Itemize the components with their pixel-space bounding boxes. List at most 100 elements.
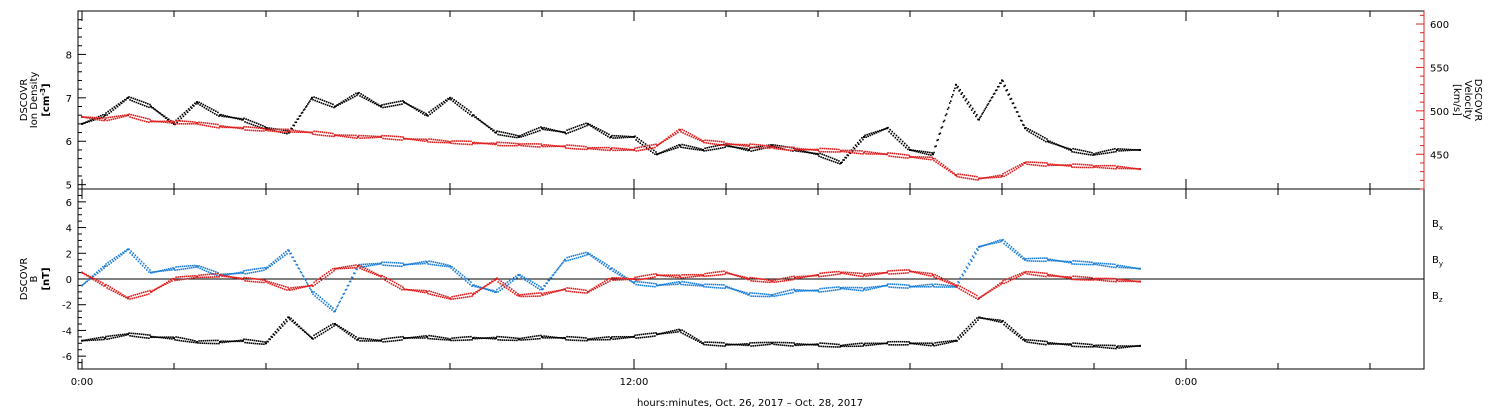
density-sample xyxy=(225,116,228,118)
velocity-sample xyxy=(647,147,650,150)
bx-sample xyxy=(843,345,845,348)
density-sample xyxy=(1005,89,1007,92)
bx-sample xyxy=(683,330,685,333)
velocity-sample xyxy=(744,143,746,146)
bx-sample xyxy=(692,338,695,340)
bx-sample xyxy=(623,335,626,338)
bz-sample xyxy=(843,272,845,275)
bz-sample xyxy=(385,277,388,279)
bx-sample xyxy=(430,335,432,337)
bz-point xyxy=(357,265,359,268)
density-sample xyxy=(264,125,266,128)
velocity-sample xyxy=(938,161,941,163)
bz-sample xyxy=(484,285,487,287)
by-sample xyxy=(475,285,477,287)
bz-sample xyxy=(778,278,781,280)
velocity-sample xyxy=(795,149,797,151)
density-sample xyxy=(185,109,188,112)
density-sample xyxy=(600,131,603,134)
bx-sample xyxy=(588,338,590,341)
by-sample xyxy=(763,293,766,295)
velocity-point xyxy=(150,120,152,123)
bx-sample xyxy=(368,338,371,340)
by-sample xyxy=(522,277,524,280)
bx-sample xyxy=(252,342,255,345)
density-point xyxy=(242,118,244,121)
by-point xyxy=(771,294,773,297)
density-sample xyxy=(1109,148,1112,151)
density-sample xyxy=(163,115,166,118)
by-sample xyxy=(511,280,514,282)
density-sample xyxy=(1074,148,1076,150)
by-sample xyxy=(663,283,666,286)
velocity-point xyxy=(472,141,474,144)
bx-point xyxy=(288,316,290,319)
bx-sample xyxy=(558,337,561,339)
by-sample xyxy=(553,272,556,274)
bz-sample xyxy=(730,273,733,275)
velocity-sample xyxy=(594,148,597,151)
bx-sample xyxy=(271,336,274,338)
by-sample xyxy=(642,281,645,284)
x-tick-label: 0:00 xyxy=(1175,377,1197,388)
velocity-sample xyxy=(865,152,867,155)
bx-sample xyxy=(304,331,307,334)
velocity-sample xyxy=(838,148,840,151)
by-sample xyxy=(135,258,138,261)
bz-sample xyxy=(175,276,177,279)
by-sample xyxy=(695,283,698,285)
by-sample xyxy=(744,291,746,294)
bz-sample xyxy=(1026,273,1028,275)
velocity-sample xyxy=(609,149,611,152)
bz-point xyxy=(978,297,980,300)
bx-sample xyxy=(117,334,120,336)
bx-sample xyxy=(566,335,568,338)
velocity-sample xyxy=(595,146,598,149)
bx-sample xyxy=(255,339,258,342)
density-sample xyxy=(530,132,533,135)
bx-sample xyxy=(827,342,830,345)
density-sample xyxy=(1011,102,1014,105)
density-sample xyxy=(711,148,714,151)
density-sample xyxy=(710,146,713,148)
density-sample xyxy=(629,136,631,139)
bz-sample xyxy=(537,295,539,297)
density-sample xyxy=(373,102,376,105)
velocity-sample xyxy=(1092,166,1094,169)
bx-sample xyxy=(374,339,377,341)
bx-point xyxy=(81,339,83,342)
velocity-point xyxy=(449,141,451,144)
density-sample xyxy=(82,122,84,125)
bz-sample xyxy=(1049,273,1051,276)
velocity-sample xyxy=(93,116,96,119)
bx-sample xyxy=(136,333,139,335)
density-sample xyxy=(180,117,183,120)
density-sample xyxy=(178,119,181,122)
density-sample xyxy=(1033,131,1036,133)
bz-sample xyxy=(613,277,615,279)
velocity-sample xyxy=(221,126,223,129)
velocity-sample xyxy=(224,125,227,128)
bx-sample xyxy=(276,328,279,331)
velocity-sample xyxy=(903,153,906,156)
velocity-sample xyxy=(848,149,851,152)
by-sample xyxy=(635,283,637,286)
velocity-sample xyxy=(386,138,389,140)
density-sample xyxy=(910,149,912,151)
bz-sample xyxy=(813,275,815,277)
bx-sample xyxy=(98,338,101,341)
by-sample xyxy=(461,274,464,276)
by-sample xyxy=(485,288,488,291)
bz-sample xyxy=(952,283,954,286)
bz-sample xyxy=(734,274,737,277)
by-sample xyxy=(680,283,682,286)
bz-sample xyxy=(776,278,779,281)
bx-sample xyxy=(850,343,853,346)
bz-sample xyxy=(256,281,259,283)
by-sample xyxy=(187,265,190,267)
by-sample xyxy=(116,257,119,259)
bx-sample xyxy=(90,339,93,342)
by-sample xyxy=(801,290,804,292)
velocity-sample xyxy=(752,146,754,149)
bx-sample xyxy=(531,335,534,338)
